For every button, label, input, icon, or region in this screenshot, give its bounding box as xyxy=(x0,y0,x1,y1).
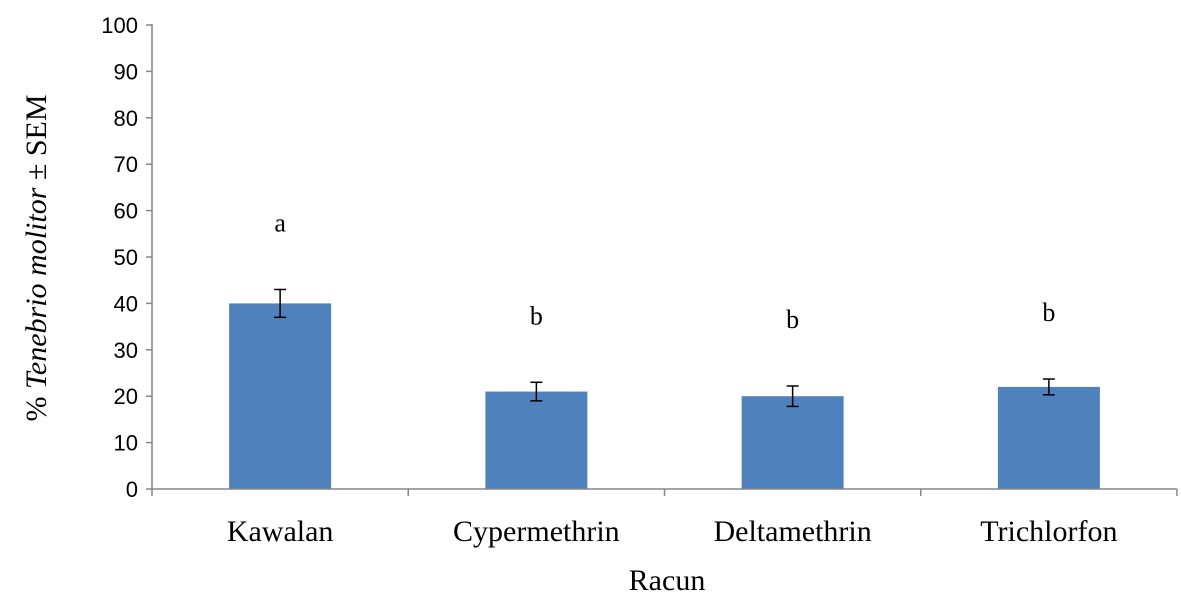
y-tick-label: 0 xyxy=(126,477,138,502)
significance-label: b xyxy=(1042,298,1055,327)
significance-label: b xyxy=(530,301,543,330)
error-bars xyxy=(274,288,1055,408)
y-tick-label: 80 xyxy=(114,106,138,131)
y-axis-title: % Tenebrio molitor ± SEM xyxy=(20,94,53,421)
bars xyxy=(229,303,1100,489)
x-axis-ticks: Kawalan Cypermethrin Deltamethrin Trichlorf… xyxy=(227,515,1118,548)
y-tick-label: 60 xyxy=(114,199,138,224)
y-tick-label: 30 xyxy=(114,338,138,363)
significance-label: a xyxy=(274,208,286,237)
axes xyxy=(151,24,1178,496)
x-tick-label: Trichlorfon xyxy=(980,515,1117,548)
bar xyxy=(229,303,332,489)
y-tick-label: 20 xyxy=(114,384,138,409)
significance-labels: a b b b xyxy=(274,208,1055,334)
y-tick-label: 40 xyxy=(114,291,138,316)
y-tick-label: 90 xyxy=(114,59,138,84)
y-tick-label: 100 xyxy=(101,13,138,38)
significance-label: b xyxy=(786,305,799,334)
bar xyxy=(485,391,588,489)
bar xyxy=(741,396,844,489)
bar xyxy=(997,386,1100,489)
y-axis-ticks: 0 10 20 30 40 50 60 70 80 90 100 xyxy=(101,13,152,502)
x-tick-label: Cypermethrin xyxy=(453,515,620,548)
y-tick-label: 50 xyxy=(114,245,138,270)
y-axis-title-italic: Tenebrio molitor xyxy=(20,187,53,389)
x-tick-label: Deltamethrin xyxy=(713,515,871,548)
y-axis-title-suffix: ± SEM xyxy=(20,94,53,187)
y-tick-label: 70 xyxy=(114,152,138,177)
y-axis-title-prefix: % xyxy=(20,389,53,422)
x-tick-label: Kawalan xyxy=(227,515,334,548)
x-axis-title: Racun xyxy=(629,564,706,595)
y-tick-label: 10 xyxy=(114,431,138,456)
